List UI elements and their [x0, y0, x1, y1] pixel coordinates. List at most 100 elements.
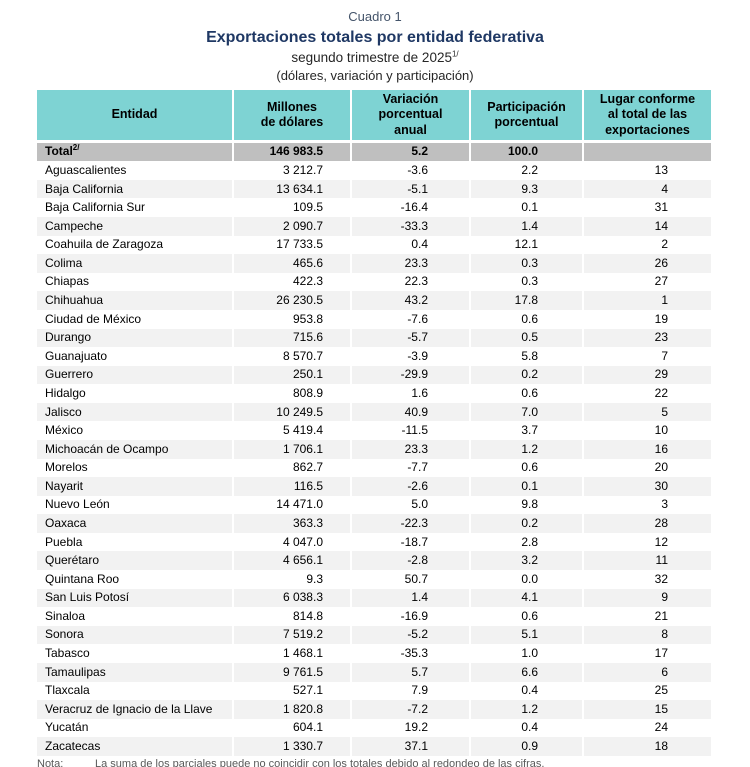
cell-millones: 953.8 [234, 309, 352, 329]
column-header-participacion: Participación porcentual [471, 90, 584, 143]
cell-millones: 10 249.5 [234, 402, 352, 422]
cell-millones: 1 706.1 [234, 440, 352, 459]
subtitle-units: (dólares, variación y participación) [276, 68, 474, 83]
footnote-marker-2: 2/ [72, 143, 80, 153]
cell-entidad: Ciudad de México [37, 309, 234, 329]
cell-participacion: 7.0 [471, 402, 584, 422]
cell-participacion: 0.1 [471, 198, 584, 218]
cell-entidad: Jalisco [37, 402, 234, 422]
cell-lugar: 12 [584, 532, 711, 552]
cell-participacion: 9.3 [471, 179, 584, 199]
cell-variacion: 5.0 [352, 495, 471, 515]
cell-participacion: 1.4 [471, 217, 584, 236]
cell-participacion: 0.4 [471, 681, 584, 701]
cell-variacion: 50.7 [352, 570, 471, 589]
cell-millones: 1 330.7 [234, 737, 352, 756]
cell-entidad: Tlaxcala [37, 681, 234, 701]
cell-participacion: 0.6 [471, 607, 584, 626]
column-header-millones: Millones de dólares [234, 90, 352, 143]
cell-entidad: Nuevo León [37, 495, 234, 515]
table-row: México 5 419.4 -11.5 3.7 10 [37, 421, 711, 440]
cell-entidad: Campeche [37, 217, 234, 236]
cell-participacion: 0.2 [471, 365, 584, 385]
cell-entidad: San Luis Potosí [37, 588, 234, 608]
cell-entidad: México [37, 421, 234, 440]
cell-variacion: 0.4 [352, 235, 471, 255]
table-row: Oaxaca 363.3 -22.3 0.2 28 [37, 514, 711, 533]
cell-participacion: 0.3 [471, 272, 584, 292]
cell-participacion: 0.2 [471, 514, 584, 533]
table-row: Quintana Roo 9.3 50.7 0.0 32 [37, 570, 711, 589]
cell-participacion: 0.6 [471, 384, 584, 403]
cell-participacion: 5.8 [471, 347, 584, 366]
cell-lugar: 26 [584, 254, 711, 273]
column-header-lugar: Lugar conforme al total de las exportacion… [584, 90, 711, 143]
table-row: Jalisco 10 249.5 40.9 7.0 5 [37, 402, 711, 422]
cell-millones: 5 419.4 [234, 421, 352, 440]
cell-entidad: Michoacán de Ocampo [37, 440, 234, 459]
cell-entidad: Chiapas [37, 272, 234, 292]
cell-lugar: 8 [584, 625, 711, 645]
cell-lugar: 27 [584, 272, 711, 292]
cell-millones: 1 820.8 [234, 700, 352, 719]
cell-participacion: 3.7 [471, 421, 584, 440]
table-row: Tabasco 1 468.1 -35.3 1.0 17 [37, 644, 711, 663]
cell-millones: 422.3 [234, 272, 352, 292]
cell-variacion: 19.2 [352, 718, 471, 738]
cell-variacion: -22.3 [352, 514, 471, 533]
cell-lugar: 17 [584, 644, 711, 663]
cell-entidad: Veracruz de Ignacio de la Llave [37, 700, 234, 719]
cell-millones: 9 761.5 [234, 662, 352, 682]
cell-lugar: 31 [584, 198, 711, 218]
cell-entidad: Oaxaca [37, 514, 234, 533]
exports-table-body: Total2/146 983.5 5.2 100.0 Aguascalientes 3 … [37, 142, 711, 756]
cell-entidad: Sonora [37, 625, 234, 645]
table-row: Yucatán 604.1 19.2 0.4 24 [37, 718, 711, 738]
cell-variacion: 7.9 [352, 681, 471, 701]
cell-variacion: 1.6 [352, 384, 471, 403]
cell-millones: 26 230.5 [234, 291, 352, 310]
cell-participacion: 1.2 [471, 440, 584, 459]
table-row: Nayarit 116.5 -2.6 0.1 30 [37, 477, 711, 496]
cell-entidad: Yucatán [37, 718, 234, 738]
cell-entidad: Coahuila de Zaragoza [37, 235, 234, 255]
footnote-label: Nota: [37, 757, 64, 767]
cell-variacion: -35.3 [352, 644, 471, 663]
cell-entidad: Guerrero [37, 365, 234, 385]
table-row: Baja California Sur 109.5 -16.4 0.1 31 [37, 198, 711, 218]
cell-entidad: Nayarit [37, 477, 234, 496]
subtitle-period: segundo trimestre de 20251/ [0, 50, 750, 66]
exports-table-head: Entidad Millones de dólares Variación porcen… [37, 90, 711, 143]
cell-lugar: 20 [584, 458, 711, 478]
cell-participacion: 100.0 [471, 142, 584, 162]
exports-table: Entidad Millones de dólares Variación porcen… [37, 90, 711, 756]
cell-millones: 814.8 [234, 607, 352, 626]
cell-lugar: 15 [584, 700, 711, 719]
table-row: Veracruz de Ignacio de la Llave 1 820.8 -7… [37, 700, 711, 719]
cell-participacion: 0.1 [471, 477, 584, 496]
cell-participacion: 0.6 [471, 458, 584, 478]
cell-lugar: 3 [584, 495, 711, 515]
table-row: Sinaloa 814.8 -16.9 0.6 21 [37, 607, 711, 626]
cell-variacion: 22.3 [352, 272, 471, 292]
cell-lugar: 6 [584, 662, 711, 682]
cell-entidad: Total2/ [37, 142, 234, 162]
cell-variacion: -29.9 [352, 365, 471, 385]
cell-millones: 527.1 [234, 681, 352, 701]
cell-lugar: 18 [584, 737, 711, 756]
cell-variacion: -5.2 [352, 625, 471, 645]
cell-participacion: 2.2 [471, 161, 584, 180]
cell-participacion: 4.1 [471, 588, 584, 608]
cell-variacion: 23.3 [352, 254, 471, 273]
cell-variacion: -16.9 [352, 607, 471, 626]
cell-lugar: 16 [584, 440, 711, 459]
cell-lugar: 4 [584, 179, 711, 199]
cell-lugar: 2 [584, 235, 711, 255]
cell-participacion: 0.5 [471, 328, 584, 348]
cell-entidad: Baja California [37, 179, 234, 199]
cell-lugar: 11 [584, 551, 711, 571]
cell-entidad: Quintana Roo [37, 570, 234, 589]
cell-lugar: 10 [584, 421, 711, 440]
page-title: Exportaciones totales por entidad federa… [206, 29, 544, 46]
cell-entidad: Chihuahua [37, 291, 234, 310]
